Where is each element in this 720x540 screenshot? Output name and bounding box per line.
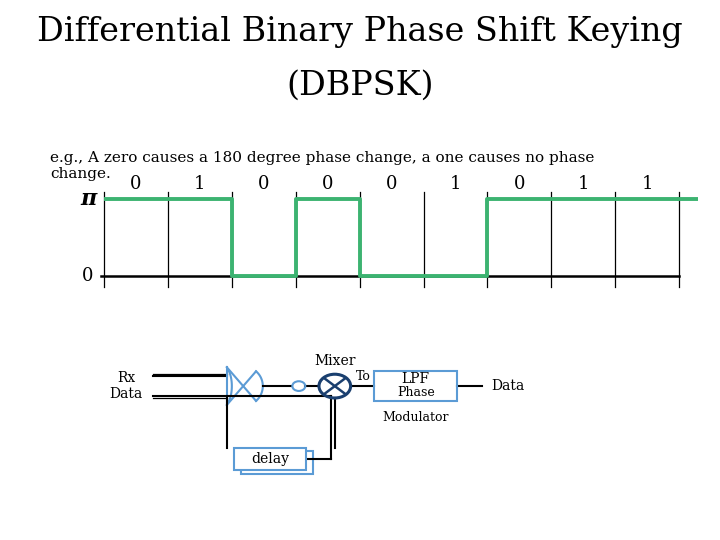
Text: Modulator: Modulator xyxy=(382,411,449,424)
Text: 0: 0 xyxy=(386,176,397,193)
Text: 0: 0 xyxy=(258,176,269,193)
Text: To: To xyxy=(356,370,371,383)
Text: Mixer: Mixer xyxy=(314,354,356,368)
Text: 1: 1 xyxy=(577,176,589,193)
Text: 1: 1 xyxy=(450,176,462,193)
Text: 1: 1 xyxy=(194,176,206,193)
Bar xyxy=(234,448,306,470)
Text: Phase: Phase xyxy=(397,386,435,399)
Text: delay: delay xyxy=(258,456,296,470)
Text: 0: 0 xyxy=(513,176,525,193)
Text: e.g., A zero causes a 180 degree phase change, a one causes no phase
change.: e.g., A zero causes a 180 degree phase c… xyxy=(50,151,595,181)
Text: Data: Data xyxy=(491,379,524,393)
Text: π: π xyxy=(80,188,96,211)
Text: 0: 0 xyxy=(322,176,333,193)
Bar xyxy=(241,451,313,474)
Text: Rx
Data: Rx Data xyxy=(109,371,143,401)
Text: (DBPSK): (DBPSK) xyxy=(287,70,433,102)
Text: Differential Binary Phase Shift Keying: Differential Binary Phase Shift Keying xyxy=(37,16,683,48)
Text: delay: delay xyxy=(251,452,289,466)
Text: 0: 0 xyxy=(82,267,94,285)
Text: 1: 1 xyxy=(642,176,653,193)
Text: 0: 0 xyxy=(130,176,142,193)
Text: LPF: LPF xyxy=(402,373,430,387)
Bar xyxy=(374,371,457,401)
